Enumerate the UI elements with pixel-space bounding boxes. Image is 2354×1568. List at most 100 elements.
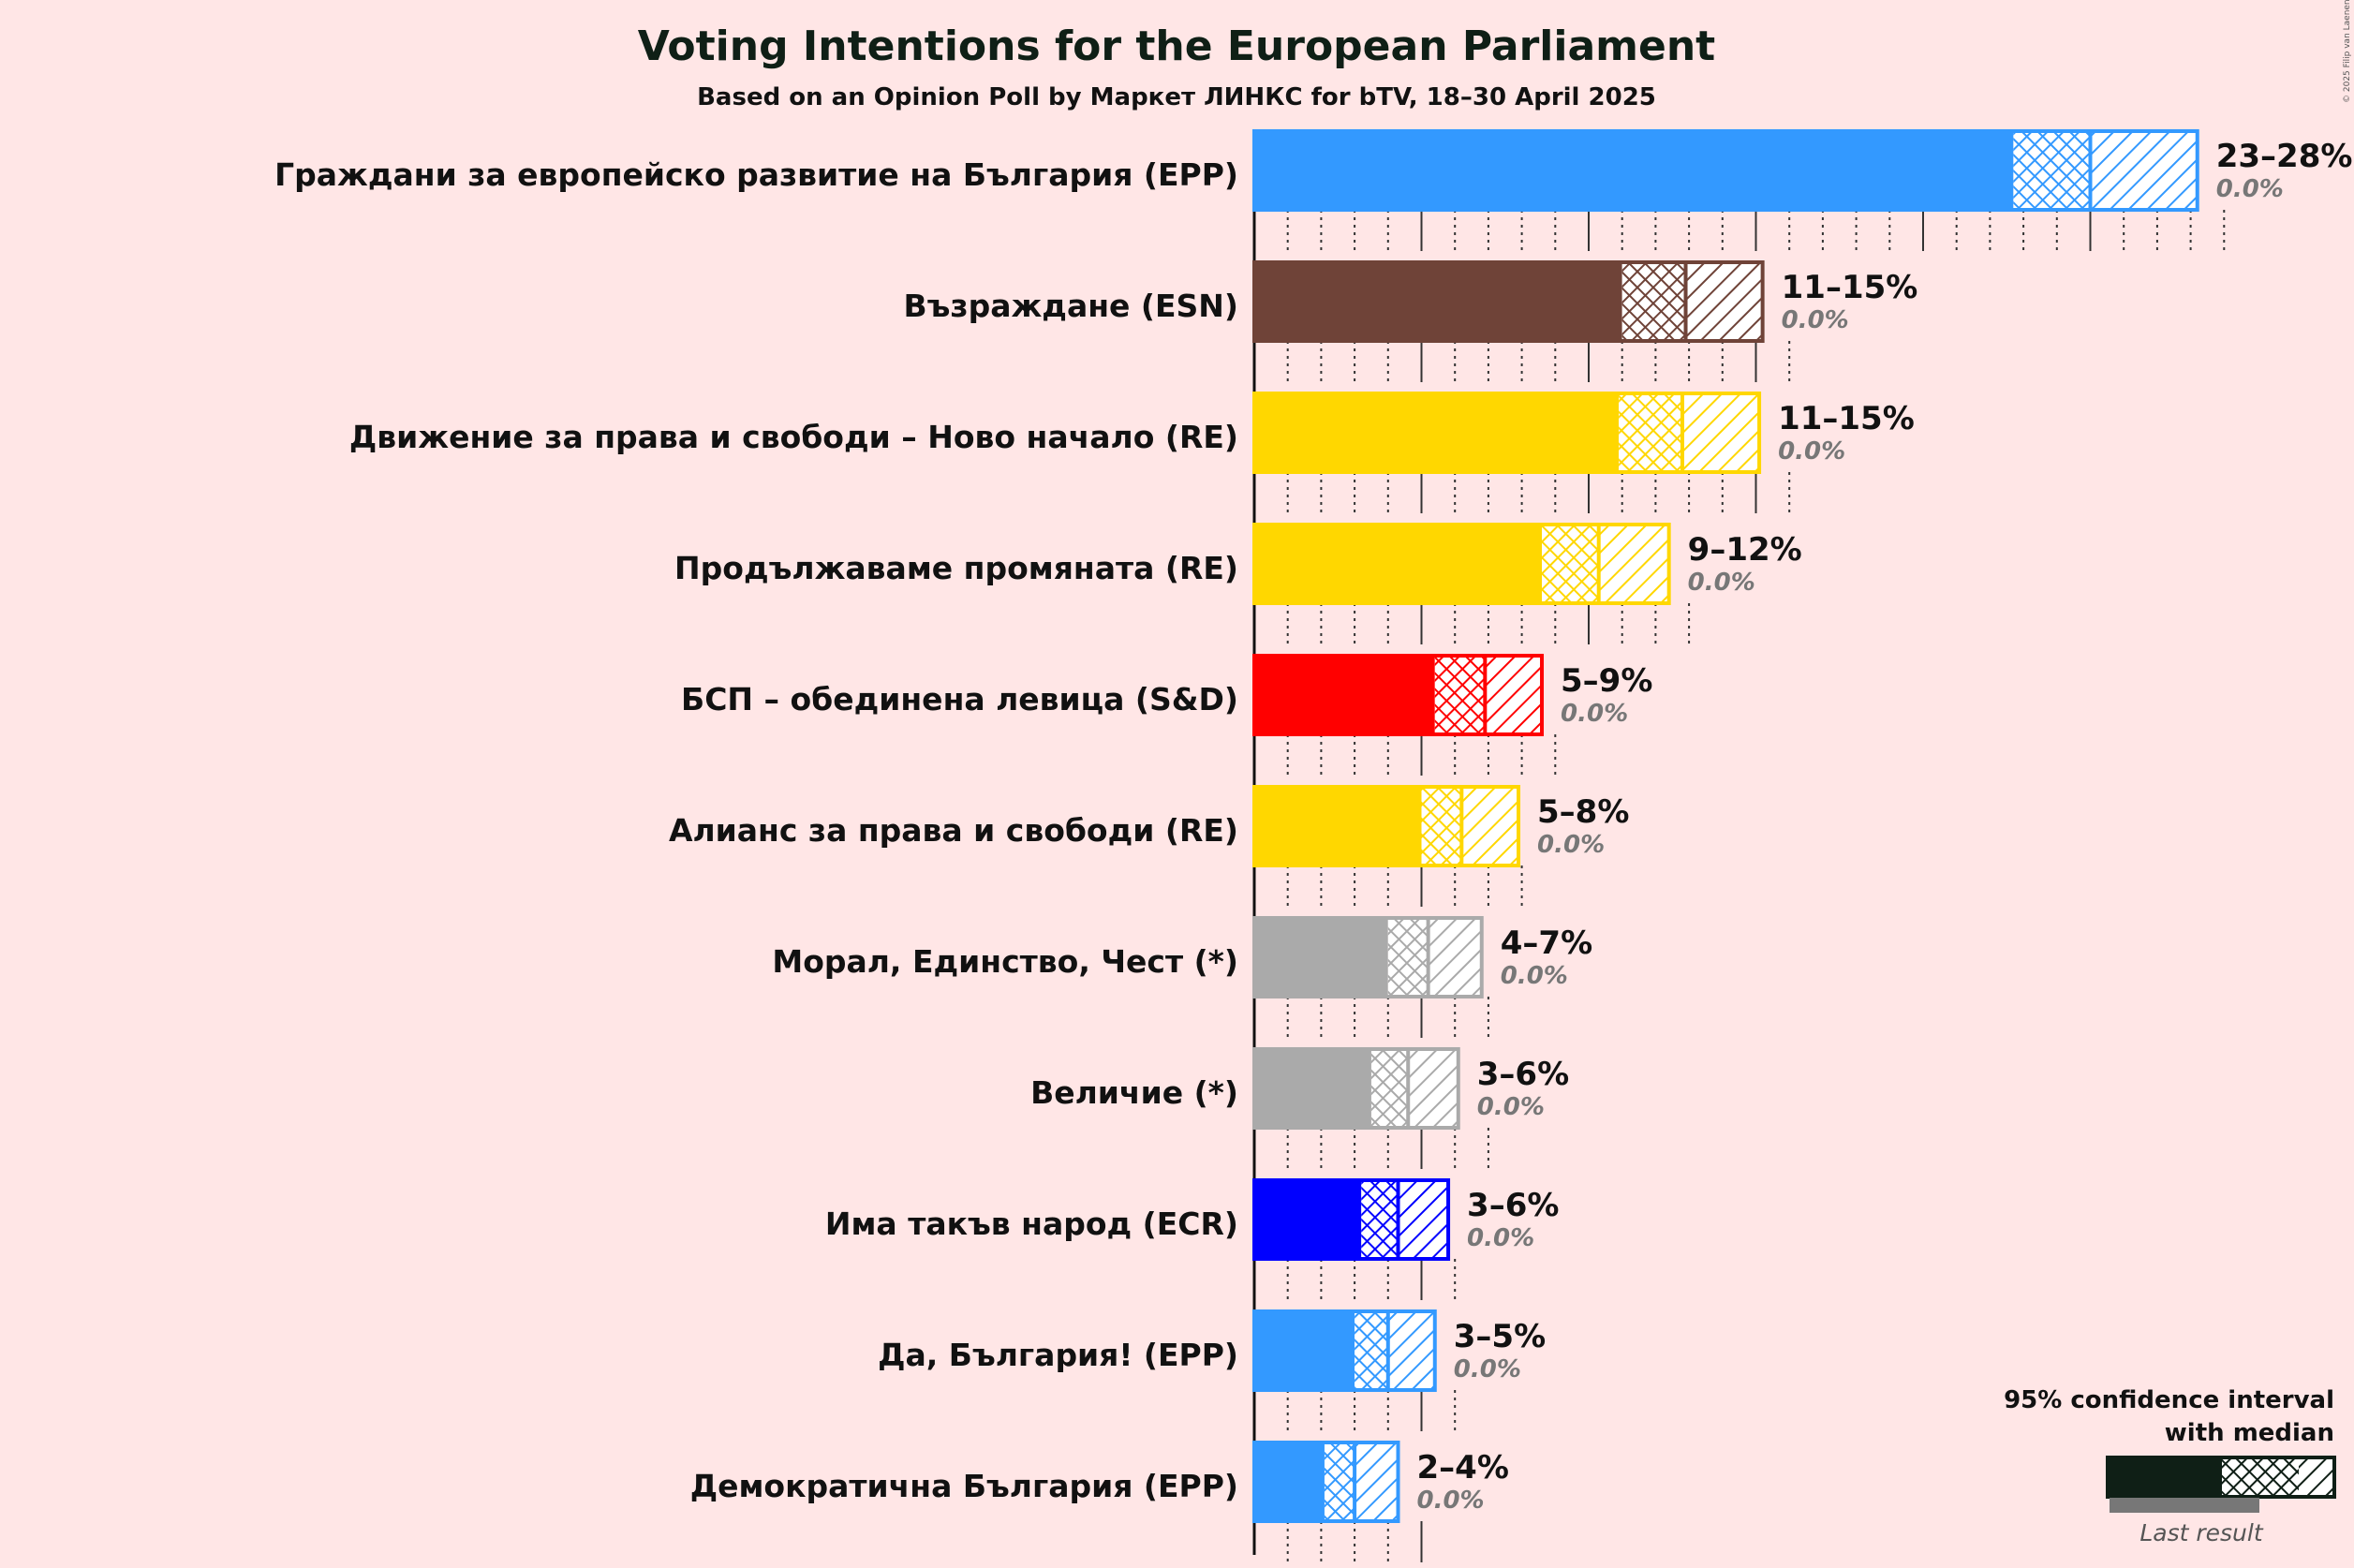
bar-outline [1252,916,1484,998]
last-result-label: 0.0% [1778,437,1845,466]
range-label: 11–15% [1778,400,1915,437]
bar-ci-lower [2013,131,2091,210]
legend-last-result-bar [2110,1498,2259,1513]
copyright-text: © 2025 Filip van Laenen [2343,0,2352,103]
bar-ci-lower [1434,656,1486,734]
bar-outline [1252,523,1671,605]
last-result-label: 0.0% [1688,569,1755,597]
party-label: БСП – обединена левица (S&D) [681,681,1238,717]
range-label: 2–4% [1417,1449,1509,1487]
bar-ci-upper [1598,525,1669,603]
bar-ci-upper [1485,656,1543,734]
party-row: Възраждане (ESN) 11–15%0.0% [903,260,1918,343]
party-label: Продължаваме промяната (RE) [674,550,1238,586]
bar-outline [1252,1309,1437,1392]
bar-outline [1252,785,1521,867]
bar-ci-lower [1621,262,1686,341]
bar-outline [1252,260,1765,343]
legend-solid-bar [2108,1457,2222,1497]
party-label: Граждани за европейско развитие на Бълга… [274,156,1238,193]
bar-ci-upper [1355,1442,1399,1521]
legend-line2: with median [2165,1419,2334,1447]
party-row: БСП – обединена левица (S&D) 5–9%0.0% [681,654,1652,736]
bar-ci-lower [1370,1049,1409,1128]
party-label: Алианс за права и свободи (RE) [669,812,1238,849]
last-result-label: 0.0% [1501,962,1568,990]
last-result-label: 0.0% [2216,175,2284,203]
legend-outline [2106,1456,2336,1499]
bar-outline [1252,1441,1400,1523]
bar-ci-upper [1461,787,1519,865]
party-row: Граждани за европейско развитие на Бълга… [274,129,2353,212]
party-row: Движение за права и свободи – Ново начал… [349,392,1915,474]
chart-subtitle: Based on an Opinion Poll by Маркет ЛИНКС… [697,83,1656,111]
last-result-label: 0.0% [1561,700,1628,728]
legend: 95% confidence interval with median Last… [2004,1386,2336,1546]
last-result-label: 0.0% [1537,831,1605,859]
party-label: Морал, Единство, Чест (*) [772,943,1238,980]
bar-outline [1252,1047,1460,1130]
party-row: Демократична България (EPP) 2–4%0.0% [690,1441,1509,1523]
bar-solid [1254,131,2014,210]
range-label: 23–28% [2216,138,2353,175]
bar-ci-upper [1398,1180,1449,1259]
bar-ci-upper [1681,393,1760,472]
bar-ci-lower [1619,393,1682,472]
party-row: Морал, Единство, Чест (*) 4–7%0.0% [772,916,1592,998]
legend-median-crosshatch-pattern [2222,1457,2299,1497]
bar-solid [1254,787,1422,865]
bar-outline [1252,1178,1451,1261]
party-label: Величие (*) [1030,1074,1238,1111]
range-label: 9–12% [1688,531,1802,569]
party-row: Да, България! (EPP) 3–5%0.0% [878,1309,1546,1392]
bar-solid [1254,656,1435,734]
bar-solid [1254,262,1622,341]
bar-ci-upper [1408,1049,1458,1128]
bar-ci-lower [1355,1311,1388,1390]
range-label: 5–9% [1561,662,1652,700]
party-row: Алианс за права и свободи (RE) 5–8%0.0% [669,785,1629,867]
party-label: Възраждане (ESN) [903,288,1238,324]
last-result-label: 0.0% [1454,1355,1521,1383]
range-label: 5–8% [1537,793,1629,831]
bar-ci-lower [1542,525,1599,603]
bar-ci-upper [1685,262,1763,341]
bar-ci-lower [1361,1180,1399,1259]
bar-solid [1254,918,1388,997]
party-row: Има такъв народ (ECR) 3–6%0.0% [825,1178,1559,1261]
legend-last-result-label: Last result [2139,1519,2263,1546]
party-label: Има такъв народ (ECR) [825,1206,1238,1242]
bar-ci-lower [1324,1442,1355,1521]
bar-solid [1254,1049,1371,1128]
bar-outline [1252,392,1762,474]
range-label: 3–6% [1477,1056,1569,1093]
party-label: Движение за права и свободи – Ново начал… [349,419,1238,455]
last-result-label: 0.0% [1417,1487,1485,1515]
bar-outline [1252,654,1545,736]
legend-upper-hatch-pattern [2299,1457,2334,1497]
last-result-label: 0.0% [1477,1093,1545,1121]
bar-ci-upper [1387,1311,1435,1390]
bar-solid [1254,1180,1362,1259]
bar-solid [1254,1311,1355,1390]
bar-ci-upper [1428,918,1482,997]
bar-ci-lower [1421,787,1462,865]
party-row: Величие (*) 3–6%0.0% [1030,1047,1569,1130]
range-label: 3–5% [1454,1318,1546,1355]
range-label: 11–15% [1782,269,1918,306]
chart-title: Voting Intentions for the European Parli… [638,22,1715,70]
bar-solid [1254,525,1543,603]
bar-ci-lower [1387,918,1429,997]
range-label: 4–7% [1501,925,1592,962]
party-label: Демократична България (EPP) [690,1468,1238,1504]
party-row: Продължаваме промяната (RE) 9–12%0.0% [674,523,1802,605]
bars-group: Граждани за европейско развитие на Бълга… [274,129,2353,1523]
bar-outline [1252,129,2199,212]
bar-solid [1254,393,1620,472]
bar-solid [1254,1442,1325,1521]
party-label: Да, България! (EPP) [878,1337,1238,1373]
last-result-label: 0.0% [1467,1224,1534,1252]
legend-line1: 95% confidence interval [2004,1386,2334,1414]
bar-ci-upper [2090,131,2198,210]
